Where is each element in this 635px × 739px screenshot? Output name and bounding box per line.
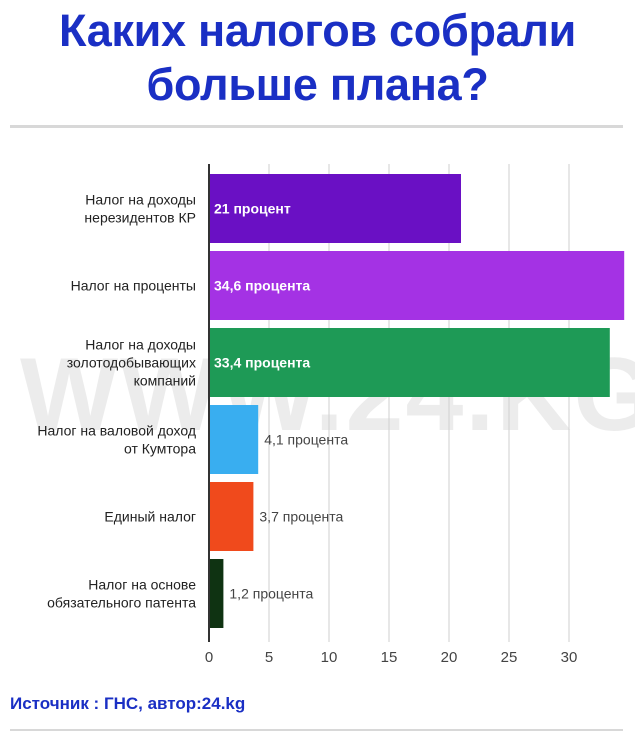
category-label: от Кумтора (124, 441, 196, 457)
bar-data-label: 33,4 процента (214, 355, 310, 371)
page-title: Каких налогов собрали больше плана? (58, 5, 577, 110)
x-tick-label: 0 (205, 649, 213, 666)
bar-chart: 21 процент Налог на доходы нерезидентов КР… (37, 164, 625, 666)
x-tick-label: 15 (381, 649, 398, 666)
bar-data-label: 21 процент (214, 201, 291, 217)
bar-data-label: 4,1 процента (264, 432, 348, 448)
bar (209, 174, 461, 243)
bar (209, 559, 224, 628)
x-tick-label: 25 (501, 649, 518, 666)
category-label: Налог на доходы (85, 337, 196, 353)
x-tick-label: 10 (321, 649, 338, 666)
bar-data-label: 34,6 процента (214, 278, 310, 294)
x-tick-label: 5 (265, 649, 273, 666)
category-label: золотодобывающих (67, 355, 196, 371)
x-tick-label: 20 (441, 649, 458, 666)
bar-data-label: 3,7 процента (259, 509, 343, 525)
category-label: Единый налог (104, 509, 196, 525)
category-label: Налог на основе (88, 577, 196, 593)
category-label: Налог на валовой доход (37, 423, 196, 439)
bar (209, 482, 254, 551)
bottom-divider (10, 729, 623, 731)
bar (209, 405, 259, 474)
bar (209, 251, 625, 320)
title-divider (10, 125, 623, 128)
category-label: компаний (134, 373, 196, 389)
category-label: обязательного патента (47, 595, 196, 611)
x-tick-label: 30 (561, 649, 578, 666)
category-label: нерезидентов КР (84, 210, 196, 226)
bar (209, 328, 610, 397)
source-caption: Источник : ГНС, автор:24.kg (10, 694, 246, 713)
bar-data-label: 1,2 процента (229, 586, 313, 602)
category-label: Налог на доходы (85, 192, 196, 208)
category-label: Налог на проценты (71, 278, 196, 294)
